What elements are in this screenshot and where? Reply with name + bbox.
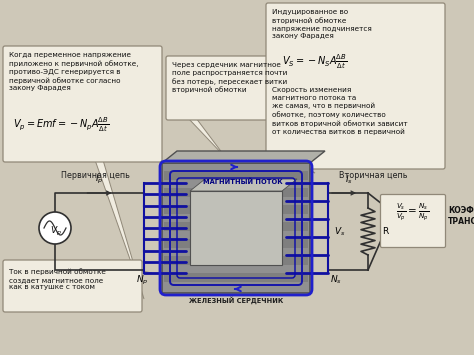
Text: Ток в первичной обмотке
создает магнитное поле
как в катушке с током: Ток в первичной обмотке создает магнитно… xyxy=(9,268,106,290)
Text: ЖЕЛЕЗНЫЙ СЕРДЕЧНИК: ЖЕЛЕЗНЫЙ СЕРДЕЧНИК xyxy=(189,296,283,304)
Text: Через сердечник магнитное
поле распространяется почти
без потерь, пересекает вит: Через сердечник магнитное поле распростр… xyxy=(172,62,287,93)
Text: $V_s$: $V_s$ xyxy=(334,225,346,238)
Text: $I_s$: $I_s$ xyxy=(345,174,353,186)
Text: $N_p$: $N_p$ xyxy=(136,274,148,287)
FancyBboxPatch shape xyxy=(166,56,272,120)
FancyBboxPatch shape xyxy=(190,191,282,265)
Text: $I_p$: $I_p$ xyxy=(95,173,104,186)
Bar xyxy=(164,239,308,248)
FancyBboxPatch shape xyxy=(162,163,310,293)
Circle shape xyxy=(39,212,71,244)
Text: Индуцированное во
вторичной обмотке
напряжение подчиняется
закону Фарадея: Индуцированное во вторичной обмотке напр… xyxy=(272,9,372,39)
Text: $V_S = -N_S A\frac{\Delta B}{\Delta t}$: $V_S = -N_S A\frac{\Delta B}{\Delta t}$ xyxy=(282,53,347,71)
Polygon shape xyxy=(95,160,144,299)
Polygon shape xyxy=(162,151,325,163)
Text: R: R xyxy=(382,227,388,236)
FancyBboxPatch shape xyxy=(3,260,142,312)
Text: $N_s$: $N_s$ xyxy=(330,274,342,286)
Text: Вторичная цепь: Вторичная цепь xyxy=(339,171,407,180)
FancyBboxPatch shape xyxy=(266,3,445,169)
Text: КОЭФФИЦИЕНТ
ТРАНСФОРМАЦИИ: КОЭФФИЦИЕНТ ТРАНСФОРМАЦИИ xyxy=(448,206,474,226)
FancyBboxPatch shape xyxy=(381,195,446,247)
Polygon shape xyxy=(190,179,297,191)
Text: $\frac{V_s}{V_p} = \frac{N_s}{N_p}$: $\frac{V_s}{V_p} = \frac{N_s}{N_p}$ xyxy=(396,201,429,223)
Text: Скорость изменения
магнитного потока та
же самая, что в первичной
обмотке, поэто: Скорость изменения магнитного потока та … xyxy=(272,87,408,135)
Bar xyxy=(164,222,308,231)
Text: Первичная цепь: Первичная цепь xyxy=(61,171,129,180)
Bar xyxy=(164,256,308,265)
Text: МАГНИТНЫЙ ПОТОК: МАГНИТНЫЙ ПОТОК xyxy=(203,178,283,185)
Text: $V_p = Emf = -N_p A\frac{\Delta B}{\Delta t}$: $V_p = Emf = -N_p A\frac{\Delta B}{\Delt… xyxy=(13,116,109,134)
Polygon shape xyxy=(90,262,152,273)
Text: $V_p$: $V_p$ xyxy=(50,224,62,237)
Bar xyxy=(164,171,308,180)
Polygon shape xyxy=(188,118,226,158)
Text: Когда переменное напряжение
приложено к первичной обмотке,
противо-ЭДС генерируе: Когда переменное напряжение приложено к … xyxy=(9,52,138,91)
Polygon shape xyxy=(293,167,315,173)
Bar xyxy=(164,205,308,214)
Bar xyxy=(164,188,308,197)
FancyBboxPatch shape xyxy=(3,46,162,162)
Bar xyxy=(164,273,308,282)
